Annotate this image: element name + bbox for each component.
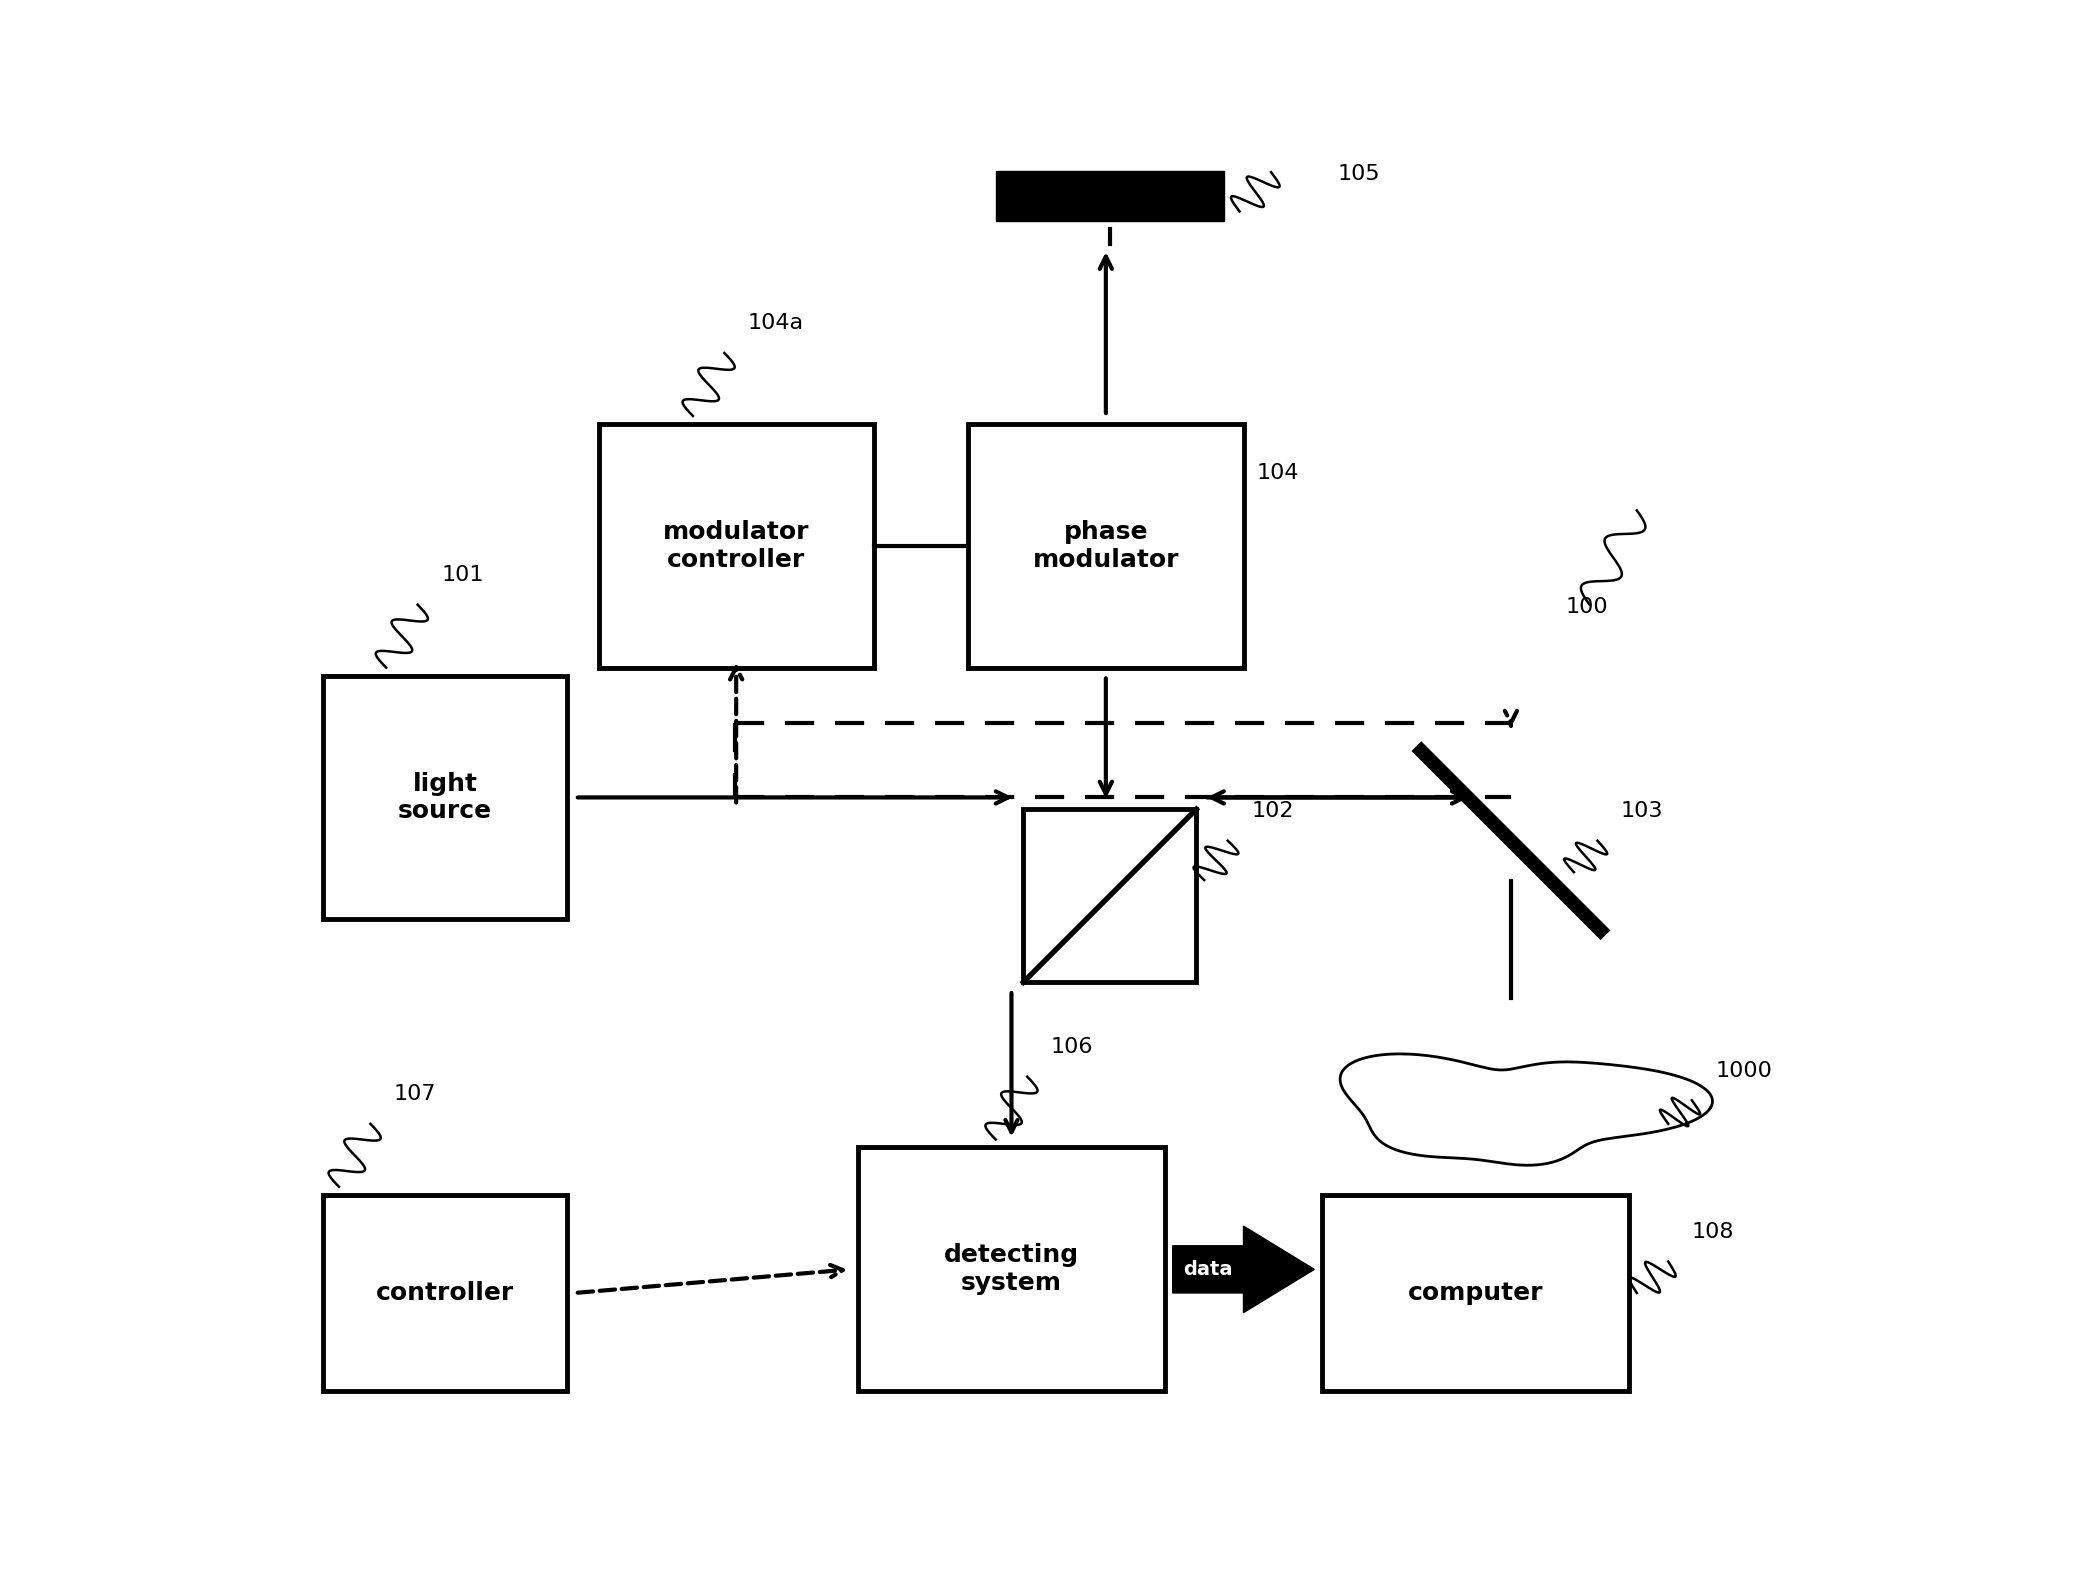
Text: 108: 108: [1691, 1222, 1735, 1243]
Text: phase
modulator: phase modulator: [1033, 521, 1178, 571]
Text: computer: computer: [1407, 1281, 1544, 1305]
Text: 105: 105: [1338, 163, 1380, 184]
Bar: [858, 1147, 1166, 1392]
Text: 103: 103: [1621, 801, 1664, 820]
Text: light
source: light source: [399, 771, 492, 824]
Polygon shape: [1172, 1227, 1313, 1312]
Text: detecting
system: detecting system: [943, 1244, 1078, 1295]
Bar: [1022, 809, 1197, 982]
Text: modulator
controller: modulator controller: [663, 521, 810, 571]
Text: 102: 102: [1251, 801, 1295, 820]
Text: controller: controller: [376, 1281, 513, 1305]
Text: 100: 100: [1567, 597, 1608, 617]
Bar: [968, 424, 1243, 668]
Bar: [324, 1195, 567, 1392]
Bar: [995, 170, 1224, 221]
Text: 107: 107: [395, 1084, 436, 1105]
Bar: [1322, 1195, 1629, 1392]
Text: 101: 101: [441, 565, 484, 586]
Text: data: data: [1182, 1260, 1232, 1279]
Text: 1000: 1000: [1716, 1060, 1773, 1081]
Text: 104: 104: [1255, 463, 1299, 482]
Text: 106: 106: [1051, 1036, 1093, 1057]
Bar: [598, 424, 875, 668]
Bar: [324, 676, 567, 919]
Text: 104a: 104a: [748, 313, 804, 333]
